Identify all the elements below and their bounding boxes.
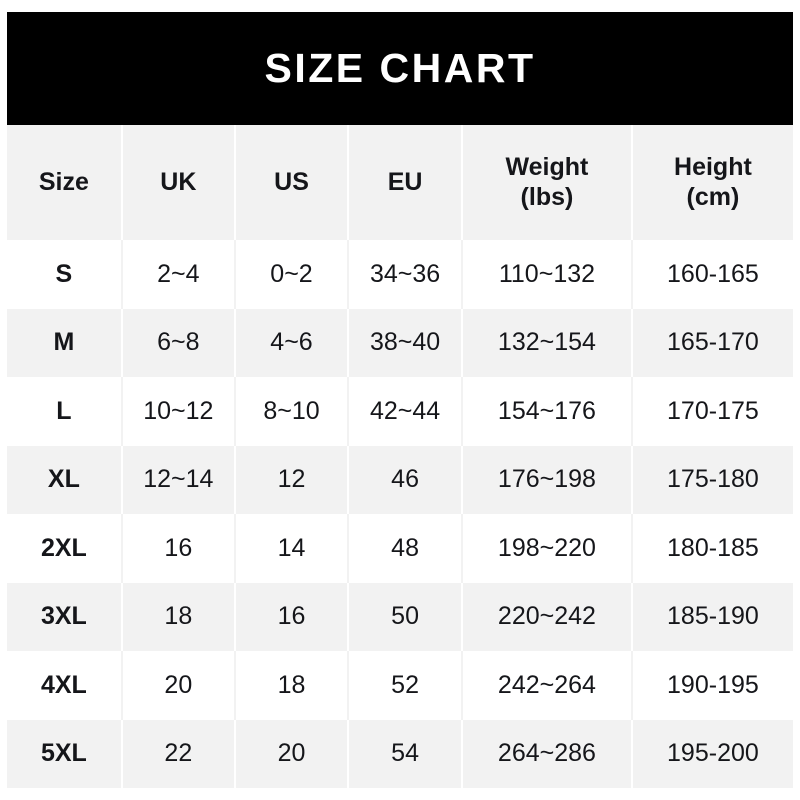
cell-eu: 52 [348,651,464,720]
cell-size: M [7,308,123,377]
column-header-size: Size [7,125,123,240]
table-row: S 2~4 0~2 34~36 110~132 160-165 [7,240,793,309]
cell-size: 4XL [7,651,123,720]
cell-us: 4~6 [234,308,350,377]
cell-weight: 132~154 [462,308,633,377]
cell-weight: 110~132 [462,240,633,309]
title-banner: SIZE CHART [7,12,793,125]
cell-uk: 16 [121,514,236,583]
cell-size: 2XL [7,514,123,583]
column-header-weight-unit: (lbs) [520,182,574,211]
table-row: M 6~8 4~6 38~40 132~154 165-170 [7,308,793,377]
table-row: 3XL 18 16 50 220~242 185-190 [7,582,793,651]
cell-uk: 2~4 [121,240,236,309]
cell-height: 170-175 [631,377,793,446]
column-header-height-unit: (cm) [686,182,740,211]
table-row: 2XL 16 14 48 198~220 180-185 [7,514,793,583]
column-header-weight: Weight (lbs) [462,125,633,240]
cell-eu: 42~44 [348,377,464,446]
column-header-us-label: US [274,167,309,196]
cell-us: 12 [234,445,350,514]
column-header-eu-label: EU [387,167,423,196]
cell-height: 185-190 [631,582,793,651]
cell-uk: 6~8 [121,308,236,377]
column-header-height: Height (cm) [631,125,793,240]
cell-size: XL [7,445,123,514]
cell-us: 18 [234,651,350,720]
cell-eu: 50 [348,582,464,651]
cell-weight: 176~198 [462,445,633,514]
cell-height: 195-200 [631,719,793,788]
table-header: Size UK US EU Weight (lbs) Height (cm) [7,125,793,240]
cell-eu: 54 [348,719,464,788]
cell-uk: 12~14 [121,445,236,514]
table-row: 5XL 22 20 54 264~286 195-200 [7,719,793,788]
cell-us: 8~10 [234,377,350,446]
cell-height: 190-195 [631,651,793,720]
cell-uk: 18 [121,582,236,651]
column-header-uk: UK [121,125,236,240]
page-title: SIZE CHART [264,45,536,91]
cell-eu: 46 [348,445,464,514]
table-body: S 2~4 0~2 34~36 110~132 160-165 M 6~8 4~… [7,240,793,788]
cell-size: S [7,240,123,309]
table-row: 4XL 20 18 52 242~264 190-195 [7,651,793,720]
cell-weight: 242~264 [462,651,633,720]
cell-height: 165-170 [631,308,793,377]
size-chart-table: Size UK US EU Weight (lbs) Height (cm) [7,125,793,788]
cell-us: 20 [234,719,350,788]
column-header-us: US [234,125,350,240]
cell-size: 3XL [7,582,123,651]
cell-weight: 264~286 [462,719,633,788]
cell-height: 180-185 [631,514,793,583]
column-header-size-label: Size [38,167,89,196]
cell-uk: 22 [121,719,236,788]
cell-eu: 48 [348,514,464,583]
cell-size: 5XL [7,719,123,788]
cell-weight: 220~242 [462,582,633,651]
cell-height: 160-165 [631,240,793,309]
cell-us: 0~2 [234,240,350,309]
cell-weight: 154~176 [462,377,633,446]
cell-eu: 38~40 [348,308,464,377]
cell-us: 14 [234,514,350,583]
column-header-uk-label: UK [160,167,197,196]
cell-us: 16 [234,582,350,651]
cell-height: 175-180 [631,445,793,514]
cell-eu: 34~36 [348,240,464,309]
table-row: L 10~12 8~10 42~44 154~176 170-175 [7,377,793,446]
cell-uk: 10~12 [121,377,236,446]
column-header-weight-label: Weight [505,153,589,181]
cell-size: L [7,377,123,446]
column-header-height-label: Height [674,153,752,181]
table-row: XL 12~14 12 46 176~198 175-180 [7,445,793,514]
column-header-eu: EU [348,125,464,240]
cell-weight: 198~220 [462,514,633,583]
cell-uk: 20 [121,651,236,720]
header-row: Size UK US EU Weight (lbs) Height (cm) [7,125,793,240]
